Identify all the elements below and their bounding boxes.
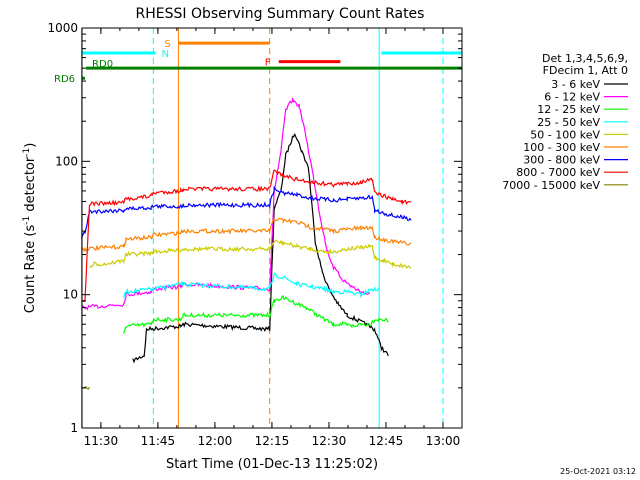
legend-label-5: 100 - 300 keV (523, 141, 600, 154)
state-label-f: F (265, 58, 271, 69)
state-label-rd0: RD0 (92, 59, 113, 70)
legend-label-0: 3 - 6 keV (551, 78, 600, 91)
y-tick-label-1: 10 (63, 288, 78, 302)
y-tick-label-2: 100 (55, 154, 78, 168)
state-label-n: N (162, 49, 169, 60)
x-tick-label-5: 12:45 (369, 434, 404, 448)
series-line-6 (80, 185, 412, 239)
x-tick-label-0: 11:30 (84, 434, 119, 448)
timestamp: 25-Oct-2021 03:12 (560, 467, 636, 476)
state-label-rd6: RD6 (54, 74, 75, 85)
y-axis-label-sup1: -1 (22, 216, 32, 225)
y-axis-label-main: Count Rate (s (23, 225, 38, 314)
series-line-0 (132, 133, 389, 364)
series-line-2 (123, 295, 389, 334)
legend-header-0: Det 1,3,4,5,6,9, (542, 52, 628, 65)
legend-label-2: 12 - 25 keV (537, 103, 600, 116)
x-axis: 11:30 11:45 12:00 12:15 12:30 12:45 13:00 (84, 28, 461, 448)
y-axis-label-mid: detector (23, 156, 38, 216)
y-tick-label-0: 1 (70, 421, 78, 435)
legend-label-6: 300 - 800 keV (523, 154, 600, 167)
chart-title: RHESSI Observing Summary Count Rates (136, 6, 425, 22)
y-axis: 1 10 100 1000 (47, 21, 462, 435)
legend-header-1: FDecim 1, Att 0 (543, 64, 628, 77)
legend-label-1: 6 - 12 keV (544, 91, 600, 104)
y-tick-label-3: 1000 (47, 21, 78, 35)
x-tick-label-6: 13:00 (426, 434, 461, 448)
legend: Det 1,3,4,5,6,9,FDecim 1, Att 03 - 6 keV… (502, 52, 628, 192)
x-axis-label: Start Time (01-Dec-13 11:25:02) (166, 457, 378, 472)
series-line-5 (81, 217, 412, 252)
y-axis-label-sup2: -1 (22, 148, 32, 157)
y-axis-label-end: ) (23, 143, 38, 148)
series-line-3 (123, 272, 380, 299)
legend-label-3: 25 - 50 keV (537, 116, 600, 129)
x-tick-label-1: 11:45 (141, 434, 176, 448)
x-tick-label-2: 12:00 (198, 434, 233, 448)
plot-area: NS F RD0 RD6 (54, 28, 462, 428)
x-tick-label-3: 12:15 (255, 434, 290, 448)
y-axis-label: Count Rate (s-1 detector-1) (22, 143, 38, 314)
legend-label-4: 50 - 100 keV (530, 128, 600, 141)
series-line-7 (81, 169, 412, 303)
state-label-s: S (164, 39, 170, 50)
series-line-4 (89, 239, 412, 269)
legend-label-7: 800 - 7000 keV (516, 166, 600, 179)
legend-label-8: 7000 - 15000 keV (502, 179, 600, 192)
x-tick-label-4: 12:30 (312, 434, 347, 448)
series-line-1 (81, 97, 371, 311)
